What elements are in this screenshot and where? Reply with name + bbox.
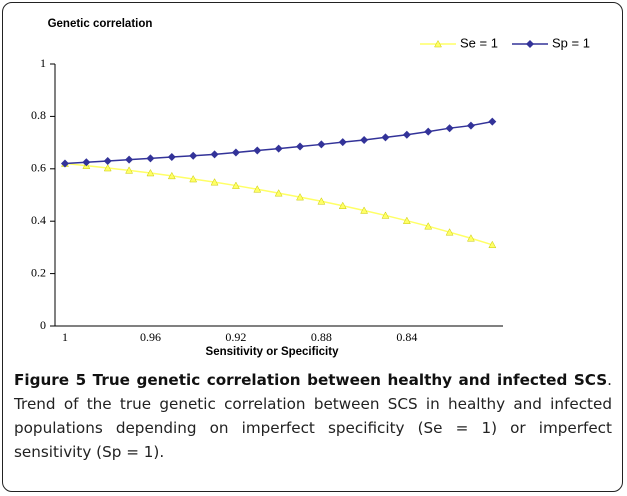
marker (167, 153, 176, 162)
figure-frame (2, 2, 623, 492)
marker (360, 135, 369, 144)
y-tick-label: 0.8 (31, 108, 46, 122)
marker (317, 197, 326, 205)
y-axis-title: Genetic correlation (48, 18, 153, 30)
marker (338, 201, 347, 209)
marker (103, 163, 112, 172)
marker (210, 178, 219, 186)
marker (189, 151, 198, 160)
marker (402, 216, 411, 224)
marker (274, 144, 283, 153)
marker (466, 121, 475, 130)
marker (167, 171, 176, 180)
marker (381, 133, 390, 142)
marker (231, 181, 240, 189)
marker (296, 193, 304, 201)
marker (402, 130, 411, 139)
marker (125, 166, 134, 174)
caption-text: . Trend of the true genetic correlation … (14, 371, 612, 461)
legend-marker (434, 39, 442, 48)
y-tick-label: 1 (40, 56, 46, 70)
y-tick-label: 0 (40, 318, 46, 332)
marker (253, 185, 262, 193)
marker (445, 124, 454, 133)
x-axis-title: Sensitivity or Specificity (206, 346, 340, 358)
marker (296, 142, 305, 151)
marker (424, 127, 433, 136)
y-tick-label: 0.4 (31, 213, 46, 227)
y-tick-label: 0.6 (31, 161, 46, 175)
marker (274, 189, 283, 197)
caption-title: Figure 5 True genetic correlation betwee… (14, 371, 608, 389)
marker (467, 234, 475, 242)
x-tick-label: 0.84 (396, 330, 417, 344)
caption: Figure 5 True genetic correlation betwee… (14, 368, 612, 464)
marker (488, 240, 497, 249)
marker (253, 146, 262, 155)
legend-marker (526, 40, 534, 48)
legend-label: Se = 1 (460, 35, 498, 50)
marker (424, 222, 433, 230)
marker (103, 156, 112, 165)
y-tick-label: 0.2 (31, 265, 46, 279)
x-tick-label: 0.96 (140, 330, 161, 344)
series-line (64, 162, 493, 246)
marker (231, 148, 240, 157)
x-tick-label: 0.88 (311, 330, 332, 344)
marker (189, 174, 198, 183)
marker (125, 155, 134, 164)
marker (210, 150, 219, 159)
chart: Genetic correlation Sensitivity or Speci… (31, 18, 590, 358)
marker (381, 211, 390, 219)
marker (60, 159, 69, 168)
marker (82, 158, 91, 167)
marker (146, 154, 155, 163)
legend-label: Sp = 1 (552, 35, 590, 50)
marker (445, 228, 454, 236)
marker (360, 206, 369, 214)
x-tick-label: 0.92 (225, 330, 246, 344)
marker (338, 138, 347, 147)
marker (317, 140, 326, 149)
marker (146, 168, 155, 177)
x-tick-label: 1 (62, 330, 68, 344)
marker (488, 117, 497, 126)
